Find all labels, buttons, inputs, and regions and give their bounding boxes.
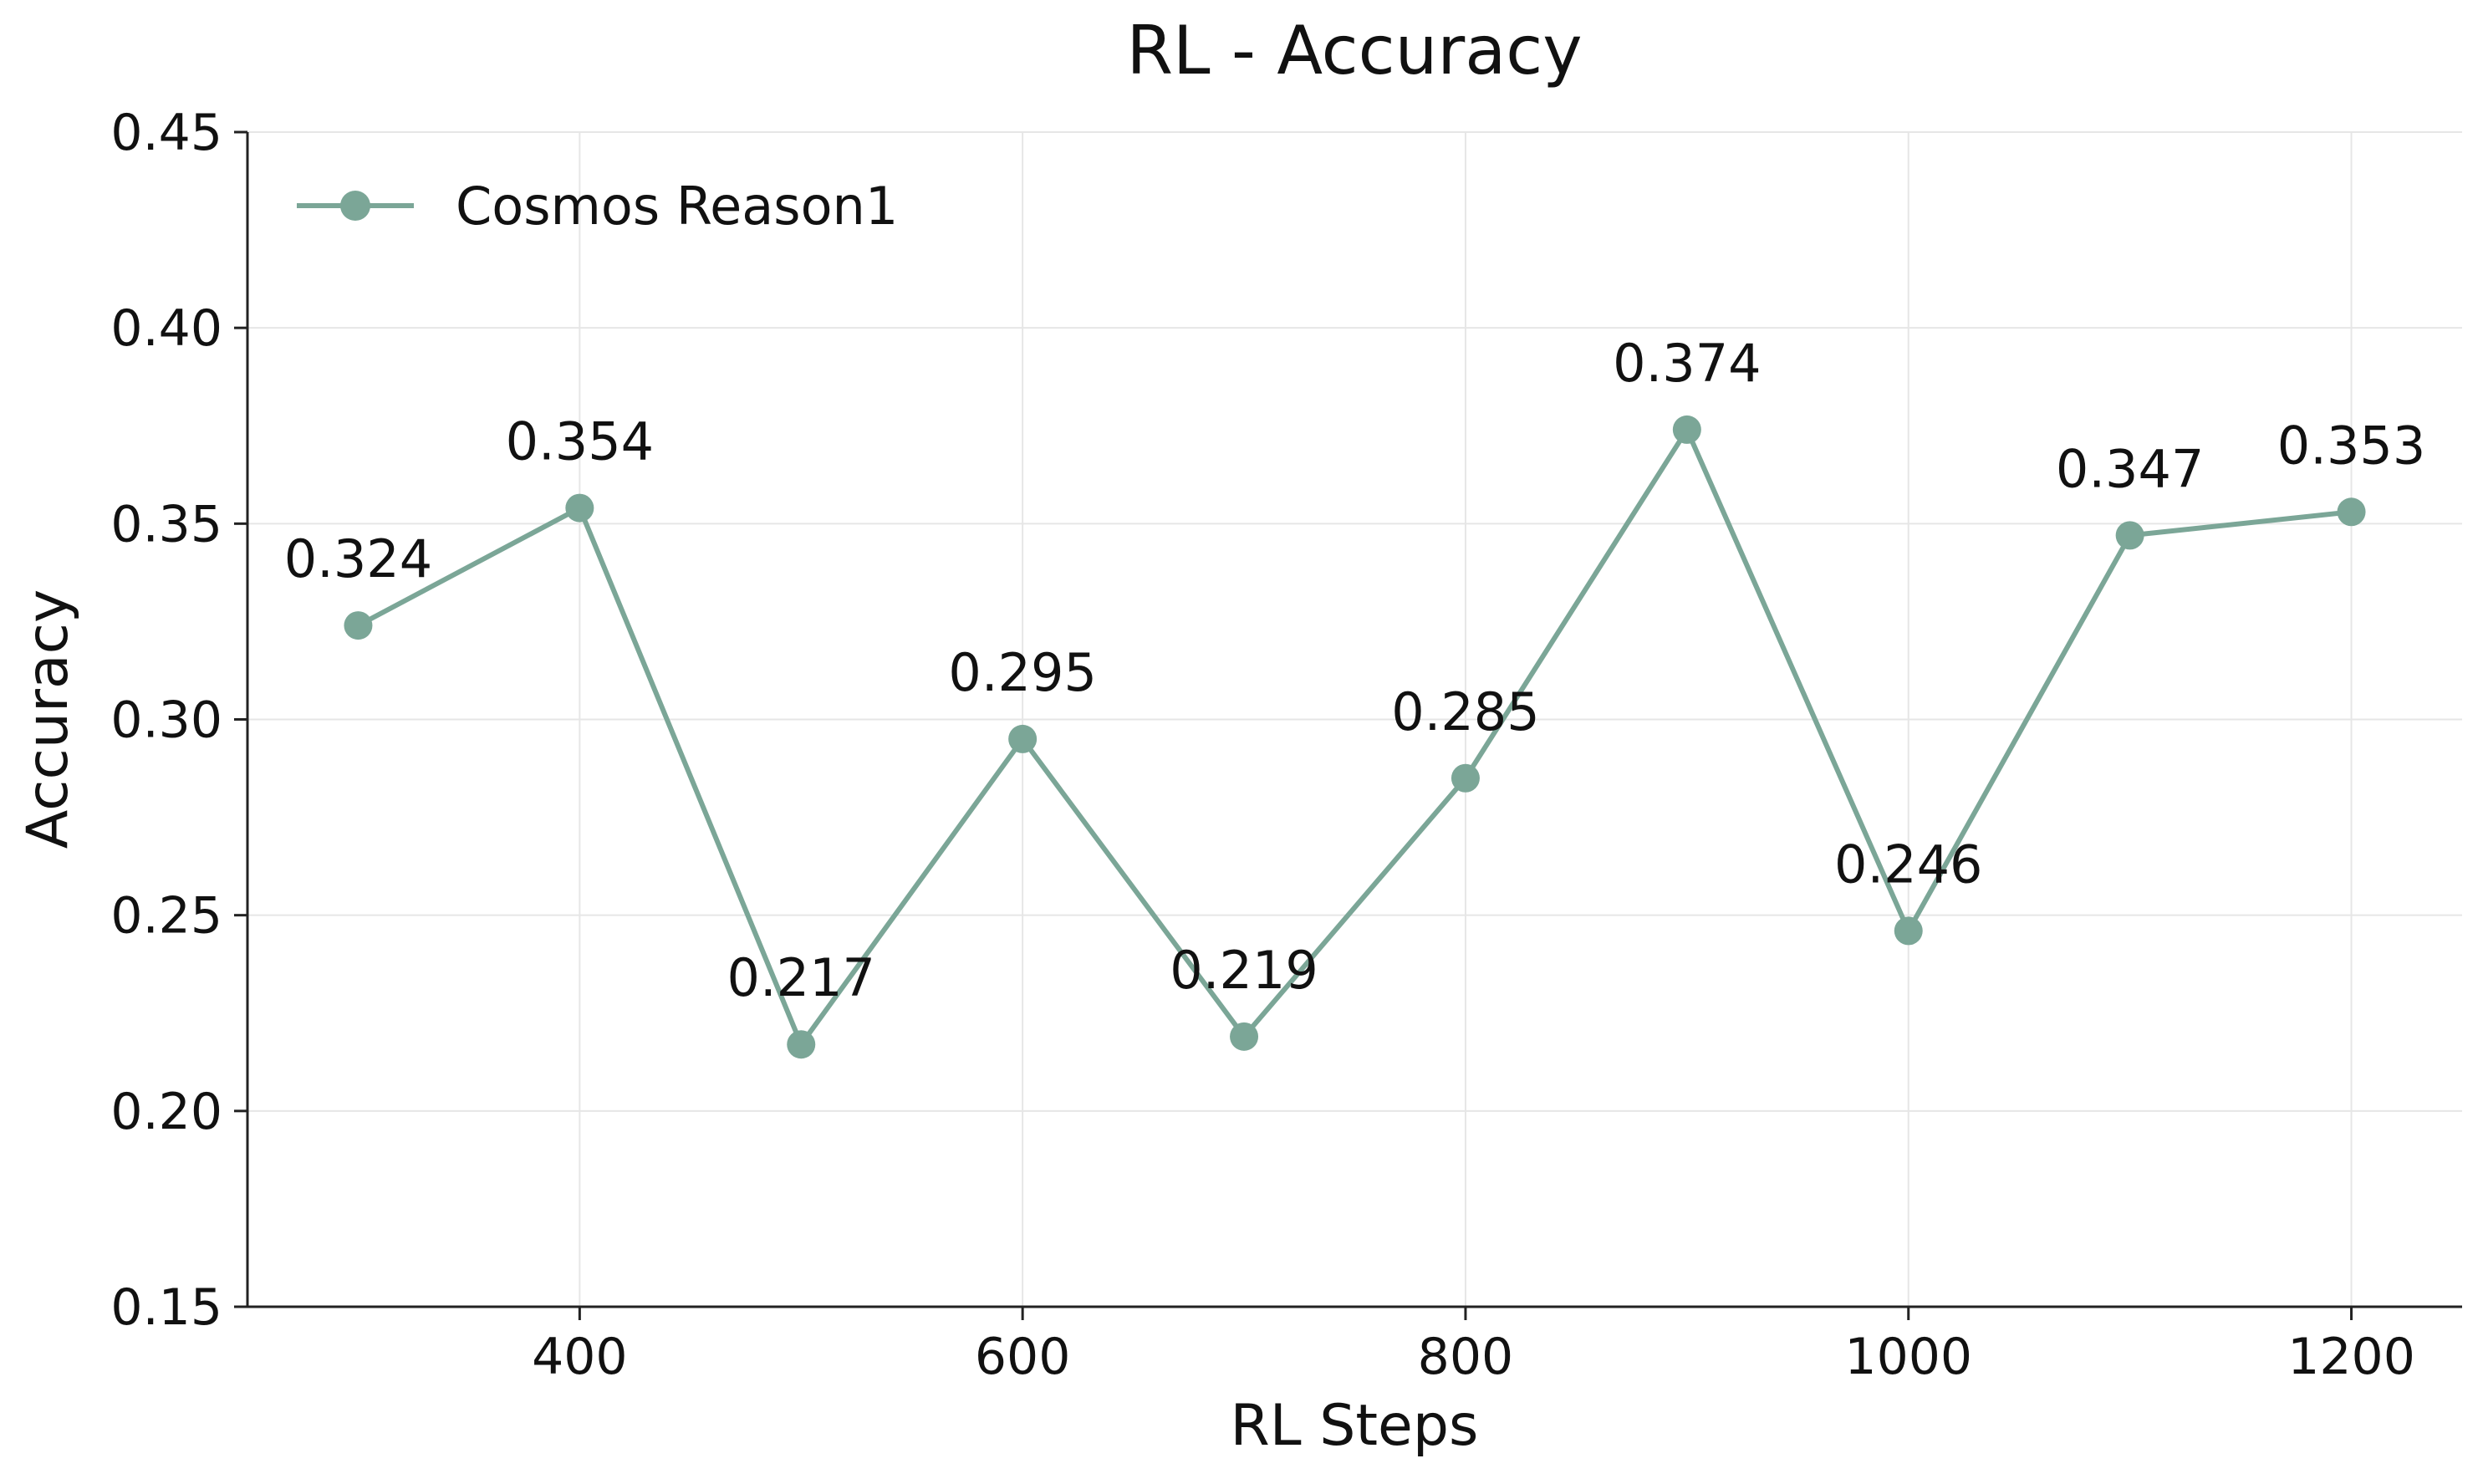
y-tick-label: 0.30 [110,691,222,750]
legend-marker-swatch [340,191,370,221]
y-tick-label: 0.20 [110,1083,222,1141]
series-line [357,426,2352,1048]
data-label: 0.324 [284,528,433,589]
x-tick-label: 800 [1418,1328,1514,1386]
y-tick-label: 0.35 [110,495,222,553]
legend: Cosmos Reason1 [297,176,898,237]
grid-lines [247,131,2462,1308]
data-point [1894,916,1923,946]
data-point [787,1030,816,1059]
data-label: 0.374 [1613,333,1762,394]
x-tick-label: 600 [975,1328,1071,1386]
data-point [344,611,373,640]
x-tick-label: 1200 [2287,1328,2415,1386]
data-label: 0.285 [1391,681,1540,742]
x-tick-label: 400 [532,1328,628,1386]
legend-label: Cosmos Reason1 [456,176,898,237]
axis-ticks: 0.15 0.20 0.25 0.30 0.35 0.40 0.45 400 600 800 100… [110,104,2414,1386]
x-axis-label: RL Steps [1230,1393,1478,1459]
data-point [1230,1022,1259,1051]
data-label: 0.217 [727,947,876,1008]
y-tick-label: 0.25 [110,887,222,946]
data-label: 0.295 [948,642,1097,703]
series-layer: 0.324 0.354 0.217 0.295 0.219 0.285 0.374 0.246… [284,333,2426,1059]
y-tick-label: 0.15 [110,1278,222,1337]
data-point [1008,724,1038,753]
data-point [1451,763,1480,793]
data-point [2115,521,2144,550]
y-tick-label: 0.40 [110,299,222,358]
y-axis-label: Accuracy [15,589,81,849]
data-point [565,493,594,523]
data-label: 0.353 [2277,415,2426,476]
data-label: 0.246 [1834,834,1983,895]
data-label: 0.219 [1170,940,1318,1001]
data-point [1672,415,1701,444]
chart-title: RL - Accuracy [1126,12,1582,89]
y-tick-label: 0.45 [110,104,222,162]
data-point [2337,497,2366,527]
data-label: 0.354 [506,411,655,472]
data-label: 0.347 [2056,438,2205,499]
x-tick-label: 1000 [1844,1328,1972,1386]
